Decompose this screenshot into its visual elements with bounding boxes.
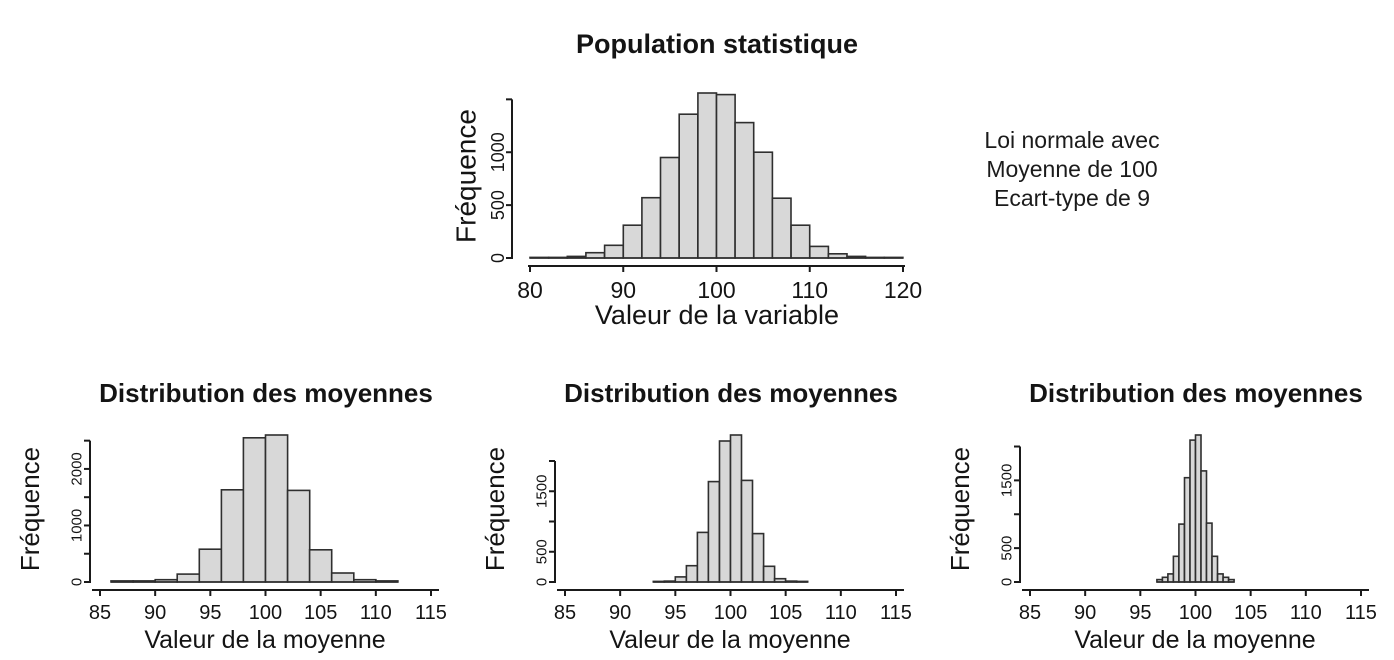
histogram-bar: [641, 196, 662, 259]
x-tick-label: 100: [1179, 602, 1212, 624]
annotation-line: Loi normale avec: [984, 127, 1160, 153]
histogram-bar: [242, 437, 267, 583]
histogram-bar: [707, 480, 721, 583]
y-axis-label: Fréquence: [451, 109, 482, 243]
x-tick-label: 100: [714, 602, 747, 624]
x-tick-label: 110: [1290, 602, 1322, 624]
y-tick-label: 0: [534, 578, 551, 586]
histogram-bar: [1183, 476, 1191, 583]
y-tick-label: 1500: [999, 464, 1016, 497]
x-tick-label: 110: [360, 602, 392, 624]
x-tick-label: 95: [664, 602, 686, 624]
annotation-line: Ecart-type de 9: [994, 185, 1150, 211]
histogram-bar: [790, 224, 811, 259]
histogram-bar: [697, 92, 718, 259]
histogram-bar: [771, 197, 792, 259]
x-axis-label: Valeur de la moyenne: [609, 626, 850, 654]
histogram-bar: [198, 548, 223, 583]
annotation-line: Moyenne de 100: [986, 156, 1158, 182]
chart-title: Distribution des moyennes: [1029, 378, 1363, 408]
histogram-bar: [1167, 573, 1175, 583]
y-tick-label: 1000: [488, 132, 508, 172]
histogram-bar: [659, 156, 680, 259]
y-tick-label: 1000: [69, 509, 86, 542]
histogram-bar: [176, 573, 201, 583]
y-tick-label: 1500: [534, 475, 551, 508]
x-tick-label: 105: [769, 602, 802, 624]
x-tick-label: 85: [1019, 602, 1041, 624]
histogram-bar: [1211, 555, 1219, 583]
histogram-bar: [715, 93, 736, 259]
x-tick-label: 90: [610, 277, 636, 303]
y-axis-label: Fréquence: [480, 447, 510, 571]
histogram-bar: [718, 440, 732, 583]
y-tick-label: 0: [69, 578, 86, 586]
histogram-bar: [622, 224, 643, 259]
chart-title: Distribution des moyennes: [564, 378, 898, 408]
population-histogram-chart: Population statistique Fréquence Valeur de…: [451, 29, 923, 330]
y-axis-label: Fréquence: [945, 447, 975, 571]
histogram-bar: [1189, 439, 1197, 583]
x-tick-label: 105: [1234, 602, 1267, 624]
x-tick-label: 120: [884, 277, 922, 303]
chart-title: Distribution des moyennes: [99, 378, 433, 408]
x-tick-label: 95: [199, 602, 221, 624]
y-tick-label: 500: [999, 536, 1016, 561]
y-axis-label: Fréquence: [15, 447, 45, 571]
normal-law-annotation: Loi normale avec Moyenne de 100 Ecart-ty…: [952, 126, 1192, 213]
histogram-bar: [1200, 470, 1208, 583]
x-tick-label: 95: [1129, 602, 1151, 624]
histogram-bar: [808, 245, 830, 259]
y-tick-label: 0: [488, 253, 508, 263]
histogram-bar: [603, 244, 625, 259]
y-tick-label: 0: [999, 578, 1016, 586]
histogram-bar: [220, 489, 245, 583]
histogram-bar: [1172, 555, 1180, 583]
histogram-bar: [685, 564, 699, 583]
histogram-bar: [740, 479, 754, 583]
histogram-bar: [1178, 523, 1186, 583]
histogram-bar: [762, 565, 776, 583]
x-axis-label: Valeur de la moyenne: [144, 626, 385, 654]
x-tick-label: 115: [1345, 602, 1377, 624]
x-tick-label: 100: [249, 602, 282, 624]
y-tick-label: 500: [488, 190, 508, 220]
histogram-bar: [1194, 434, 1202, 583]
y-tick-label: 500: [534, 539, 551, 564]
histogram-bar: [308, 549, 333, 583]
x-tick-label: 90: [609, 602, 631, 624]
x-tick-label: 105: [304, 602, 337, 624]
x-tick-label: 80: [517, 277, 543, 303]
x-tick-label: 85: [554, 602, 576, 624]
x-tick-label: 110: [825, 602, 857, 624]
x-tick-label: 90: [144, 602, 166, 624]
x-tick-label: 100: [697, 277, 735, 303]
x-axis-label: Valeur de la moyenne: [1074, 626, 1315, 654]
x-tick-label: 85: [89, 602, 111, 624]
histogram-bar: [264, 434, 289, 583]
histogram-bar: [1205, 522, 1213, 583]
histogram-bar: [678, 113, 699, 259]
means-histogram-chart-1: Distribution des moyennes Fréquence Valeur…: [15, 378, 447, 654]
histogram-bar: [696, 531, 710, 583]
chart-title: Population statistique: [576, 29, 858, 59]
x-tick-label: 90: [1074, 602, 1096, 624]
x-tick-label: 110: [791, 277, 828, 303]
histogram-bar: [330, 572, 355, 583]
histogram-bar: [752, 151, 774, 259]
x-tick-label: 115: [415, 602, 447, 624]
histogram-bar: [751, 532, 765, 583]
histogram-bar: [1216, 573, 1224, 583]
y-tick-label: 2000: [69, 452, 86, 485]
histogram-bar: [734, 121, 755, 259]
x-axis-label: Valeur de la variable: [595, 300, 839, 330]
means-histogram-chart-2: Distribution des moyennes Fréquence Valeur…: [480, 378, 912, 654]
histogram-bar: [286, 489, 311, 583]
histogram-bar: [729, 434, 743, 583]
x-tick-label: 115: [880, 602, 912, 624]
means-histogram-chart-3: Distribution des moyennes Fréquence Valeur…: [945, 378, 1377, 654]
